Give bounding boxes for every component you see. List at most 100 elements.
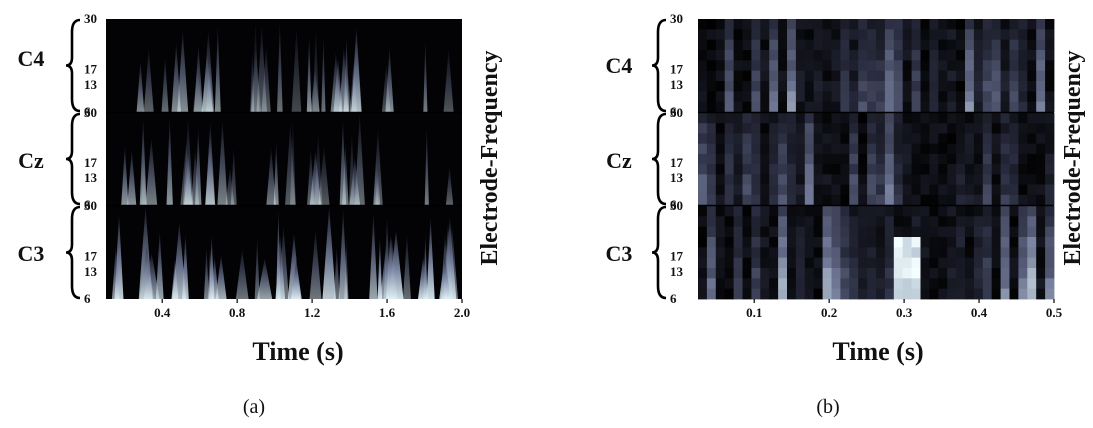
heatmap-cell xyxy=(822,206,832,217)
heatmap-cell xyxy=(724,19,734,30)
heatmap-cell xyxy=(876,226,886,238)
heatmap-cell xyxy=(804,29,815,41)
heatmap-cell xyxy=(787,216,797,228)
heatmap-cell xyxy=(938,164,948,175)
heatmap-cell xyxy=(893,268,904,279)
heatmap-cell xyxy=(858,19,868,30)
heatmap-cell xyxy=(742,194,752,206)
heatmap-cell xyxy=(965,123,975,134)
heatmap-cell xyxy=(760,29,770,41)
heatmap-cell xyxy=(973,278,984,290)
heatmap-cell xyxy=(876,278,886,290)
heatmap-cell xyxy=(1027,70,1037,82)
heatmap-cell xyxy=(742,206,752,217)
x-tick-label: 0.4 xyxy=(971,305,988,320)
heatmap-cell xyxy=(920,29,930,41)
heatmap-cell xyxy=(804,226,815,238)
heatmap-cell xyxy=(884,288,895,300)
heatmap-cell xyxy=(1045,39,1055,51)
spectral-ridge xyxy=(251,22,260,113)
heatmap-cell xyxy=(715,50,726,61)
x-tick-label: 2.0 xyxy=(454,305,470,320)
heatmap-cell xyxy=(867,60,877,72)
heatmap-cell xyxy=(778,194,788,206)
heatmap-cell xyxy=(751,60,761,72)
heatmap-cell xyxy=(911,91,921,103)
heatmap-cell xyxy=(1036,247,1046,259)
spectral-ridge xyxy=(235,249,249,299)
heatmap-cell xyxy=(1045,278,1055,290)
heatmap-cell xyxy=(1000,91,1010,103)
electrode-braces-a xyxy=(65,18,81,300)
frequency-tick-label: 13 xyxy=(670,264,684,279)
heatmap-cell xyxy=(795,29,806,41)
heatmap-cell xyxy=(982,153,993,165)
heatmap-cell xyxy=(973,174,984,185)
heatmap-cell xyxy=(742,101,752,113)
heatmap-cell xyxy=(751,70,761,82)
heatmap-cell xyxy=(715,216,726,228)
heatmap-cell xyxy=(920,123,930,134)
heatmap-cell xyxy=(849,268,859,279)
heatmap-cell xyxy=(1018,29,1028,41)
heatmap-cell xyxy=(965,70,975,82)
heatmap-cell xyxy=(1018,81,1028,92)
heatmap-cell xyxy=(787,143,797,155)
heatmap-cell xyxy=(831,91,841,103)
heatmap-cell xyxy=(893,278,904,290)
heatmap-cell xyxy=(822,70,832,82)
heatmap-cell xyxy=(724,278,734,290)
heatmap-cell xyxy=(884,164,895,175)
heatmap-cell xyxy=(698,184,708,196)
heatmap-cell xyxy=(902,60,912,72)
x-axis-label-a: Time (s) xyxy=(252,337,343,366)
heatmap-cell xyxy=(929,184,939,196)
heatmap-cell xyxy=(733,29,743,41)
heatmap-cell xyxy=(947,60,957,72)
heatmap-cell xyxy=(795,247,806,259)
heatmap-cell xyxy=(849,194,859,206)
heatmap-cell xyxy=(760,143,770,155)
heatmap-cell xyxy=(973,257,984,269)
heatmap-cell xyxy=(751,206,761,217)
heatmap-cell xyxy=(822,60,832,72)
heatmap-cell xyxy=(787,70,797,82)
spectral-ridge xyxy=(330,52,342,112)
heatmap-cell xyxy=(938,194,948,206)
heatmap-cell xyxy=(733,143,743,155)
heatmap-cell xyxy=(813,39,823,51)
heatmap-cell xyxy=(778,113,788,124)
heatmap-cell xyxy=(1000,278,1010,290)
heatmap-cell xyxy=(822,257,832,269)
electrode-brace xyxy=(651,112,667,206)
heatmap-cell xyxy=(733,257,743,269)
heatmap-cell xyxy=(733,226,743,238)
heatmap-cell xyxy=(1027,101,1037,113)
heatmap-cell xyxy=(813,206,823,217)
heatmap-cell xyxy=(867,143,877,155)
heatmap-cell xyxy=(1018,39,1028,51)
y-axis-label-b: Electrode-Frequency xyxy=(1060,50,1086,265)
heatmap-cell xyxy=(1045,164,1055,175)
heatmap-cell xyxy=(706,206,717,217)
heatmap-cell xyxy=(787,206,797,217)
heatmap-cell xyxy=(965,60,975,72)
electrode-brace xyxy=(65,112,81,206)
heatmap-cell xyxy=(751,247,761,259)
heatmap-cell xyxy=(804,184,815,196)
heatmap-cell xyxy=(965,39,975,51)
heatmap-cell xyxy=(991,81,1001,92)
heatmap-cell xyxy=(876,101,886,113)
heatmap-cell xyxy=(715,247,726,259)
heatmap-cell xyxy=(698,194,708,206)
heatmap-cell xyxy=(911,164,921,175)
heatmap-cell xyxy=(795,81,806,92)
heatmap-cell xyxy=(1009,194,1019,206)
spectral-ridge xyxy=(266,148,276,205)
heatmap-cell xyxy=(787,174,797,185)
heatmap-cell xyxy=(733,123,743,134)
heatmap-cell xyxy=(893,39,904,51)
x-tick-label: 0.1 xyxy=(746,305,762,320)
heatmap-cell xyxy=(947,101,957,113)
